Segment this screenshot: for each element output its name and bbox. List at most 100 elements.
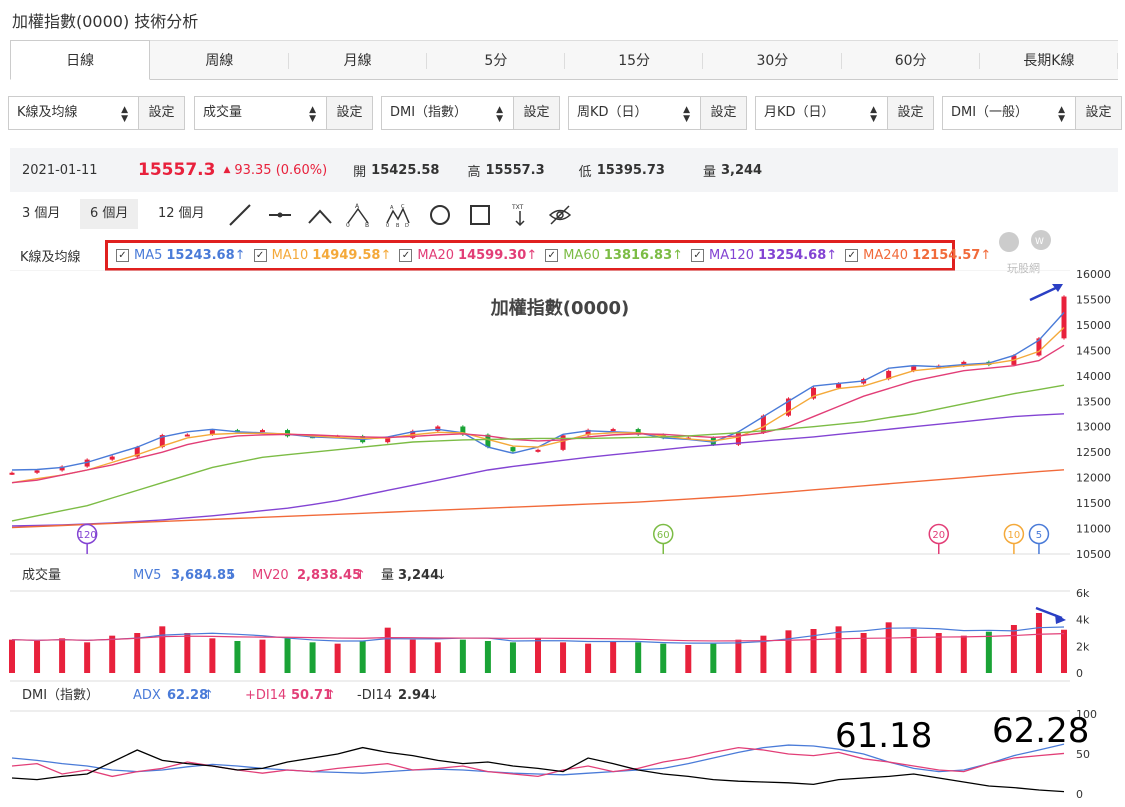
range-12-months[interactable]: 12 個月	[158, 206, 205, 221]
indicator-select-6[interactable]: DMI（一般） ▲ ▼	[942, 96, 1076, 130]
rectangle-tool-icon[interactable]	[468, 203, 492, 227]
tab-long-term[interactable]: 長期K線	[979, 40, 1119, 79]
line-tool-icon[interactable]	[228, 203, 252, 227]
k-y-tick-label: 12500	[1076, 446, 1111, 459]
volume-bar	[685, 645, 692, 673]
circle-tool-icon[interactable]	[428, 203, 452, 227]
candle-body	[585, 429, 591, 436]
legend-ma5[interactable]: ✓ MA5 15243.68 ↑	[116, 248, 246, 263]
abc-pattern-tool-icon[interactable]: A 0 B	[346, 203, 370, 227]
tab-monthly[interactable]: 月線	[288, 40, 428, 79]
quote-change: 93.35 (0.60%)	[234, 162, 328, 178]
chart-title: 加權指數(0000)	[490, 297, 630, 319]
settings-button-3[interactable]: 設定	[514, 96, 560, 130]
volume-bar	[835, 626, 842, 673]
tab-5min[interactable]: 5分	[426, 40, 566, 79]
candle-body	[34, 470, 40, 473]
settings-button-4[interactable]: 設定	[701, 96, 747, 130]
tab-weekly[interactable]: 周線	[150, 40, 289, 79]
pdi-value: 50.71	[291, 688, 332, 703]
text-tool-icon[interactable]: TXT	[508, 203, 532, 227]
svg-text:C: C	[401, 204, 405, 210]
selector-group-5: 月KD（日） ▲ ▼ 設定	[755, 96, 934, 130]
ma120-value: 13254.68	[757, 248, 827, 263]
angle-tool-icon[interactable]	[308, 203, 332, 227]
tab-15min[interactable]: 15分	[565, 40, 704, 79]
ma5-value: 15243.68	[166, 248, 235, 263]
tab-60min[interactable]: 60分	[841, 40, 981, 79]
legend-ma20[interactable]: ✓ MA20 14599.30 ↑	[399, 248, 537, 263]
ma5-name: MA5	[134, 248, 163, 263]
chart-area[interactable]: 加權指數(0000) 16000 15500 15000 14500 14000 1350…	[0, 270, 1125, 807]
ma20-name: MA20	[417, 248, 455, 263]
indicator-select-4[interactable]: 周KD（日） ▲ ▼	[568, 96, 701, 130]
volume-bar	[560, 642, 567, 673]
settings-button-6[interactable]: 設定	[1076, 96, 1122, 130]
volume-y-tick-label: 2k	[1076, 640, 1090, 653]
trend-arrow-icon	[1029, 284, 1061, 302]
watermark-text: 玩股網	[1007, 262, 1040, 275]
range-6-months[interactable]: 6 個月	[80, 199, 139, 229]
settings-button-5[interactable]: 設定	[888, 96, 934, 130]
settings-button-2[interactable]: 設定	[327, 96, 373, 130]
indicator-select-5[interactable]: 月KD（日） ▲ ▼	[755, 96, 888, 130]
volume-trend-arrowhead-icon	[1055, 614, 1066, 624]
hide-eye-icon[interactable]	[548, 203, 572, 227]
svg-text:W: W	[1035, 237, 1044, 247]
volume-bar	[985, 631, 992, 673]
horizontal-line-tool-icon[interactable]	[268, 203, 292, 227]
volume-bar	[34, 641, 41, 673]
candle-body	[184, 434, 190, 437]
ma5-arrow: ↑	[234, 248, 246, 263]
indicator-select-2[interactable]: 成交量 ▲ ▼	[194, 96, 327, 130]
volume-label: 量	[702, 164, 716, 180]
ma10-value: 14949.58	[312, 248, 381, 263]
svg-text:0: 0	[386, 223, 389, 227]
ma-line-ma20	[11, 344, 1065, 484]
ma-line-ma60	[11, 384, 1065, 522]
candle-body	[760, 415, 766, 433]
volume-bar	[284, 638, 291, 673]
volume-bar	[184, 633, 191, 673]
range-3-months[interactable]: 3 個月	[22, 206, 61, 221]
settings-button-1[interactable]: 設定	[139, 96, 185, 130]
candle-body	[785, 398, 791, 416]
volume-bar	[535, 638, 541, 673]
mv20-arrow: ↑	[355, 568, 366, 583]
legend-ma60[interactable]: ✓ MA60 13816.83 ↑	[545, 248, 683, 263]
k-y-tick-label: 13500	[1076, 395, 1111, 408]
selector-group-1: K線及均線 ▲ ▼ 設定	[8, 96, 185, 130]
volume-bar	[84, 642, 91, 673]
updown-caret-icon: ▲ ▼	[121, 105, 128, 124]
k-y-tick-label: 14500	[1076, 344, 1111, 357]
pdi-label: +DI14	[245, 688, 286, 703]
volume-bar	[585, 643, 592, 673]
adx-arrow: ↑	[203, 688, 214, 703]
k-y-tick-label: 16000	[1076, 270, 1111, 281]
indicator-select-3[interactable]: DMI（指數） ▲ ▼	[381, 96, 514, 130]
indicator-select-1[interactable]: K線及均線 ▲ ▼	[8, 96, 139, 130]
ma-marker-circle	[1028, 523, 1050, 545]
tab-daily[interactable]: 日線	[10, 40, 151, 80]
select-value: K線及均線	[17, 105, 78, 120]
ma-marker-circle	[652, 523, 674, 545]
vol-value: 3,244	[398, 568, 439, 583]
checkbox-icon: ✓	[691, 249, 705, 262]
legend-ma240[interactable]: ✓ MA240 12154.57 ↑	[845, 248, 991, 263]
ma60-arrow: ↑	[672, 248, 684, 263]
tab-30min[interactable]: 30分	[703, 40, 842, 79]
selector-group-3: DMI（指數） ▲ ▼ 設定	[381, 96, 560, 130]
quote-date: 2021-01-11	[22, 162, 98, 178]
annotation-adx-current: 62.28	[992, 711, 1089, 751]
volume-bar	[660, 643, 667, 673]
legend-ma120[interactable]: ✓ MA120 13254.68 ↑	[691, 248, 837, 263]
candle-body	[1061, 296, 1067, 339]
abcd-pattern-tool-icon[interactable]: A C 0 B D	[386, 203, 410, 227]
legend-ma10[interactable]: ✓ MA10 14949.58 ↑	[253, 248, 391, 263]
k-y-tick-label: 15000	[1076, 319, 1111, 332]
dmi-y-tick-label: 50	[1076, 748, 1090, 761]
candle-body	[460, 426, 466, 435]
vol-arrow: ↓	[436, 568, 447, 583]
volume-bar	[59, 638, 66, 673]
volume-bar	[359, 641, 366, 673]
